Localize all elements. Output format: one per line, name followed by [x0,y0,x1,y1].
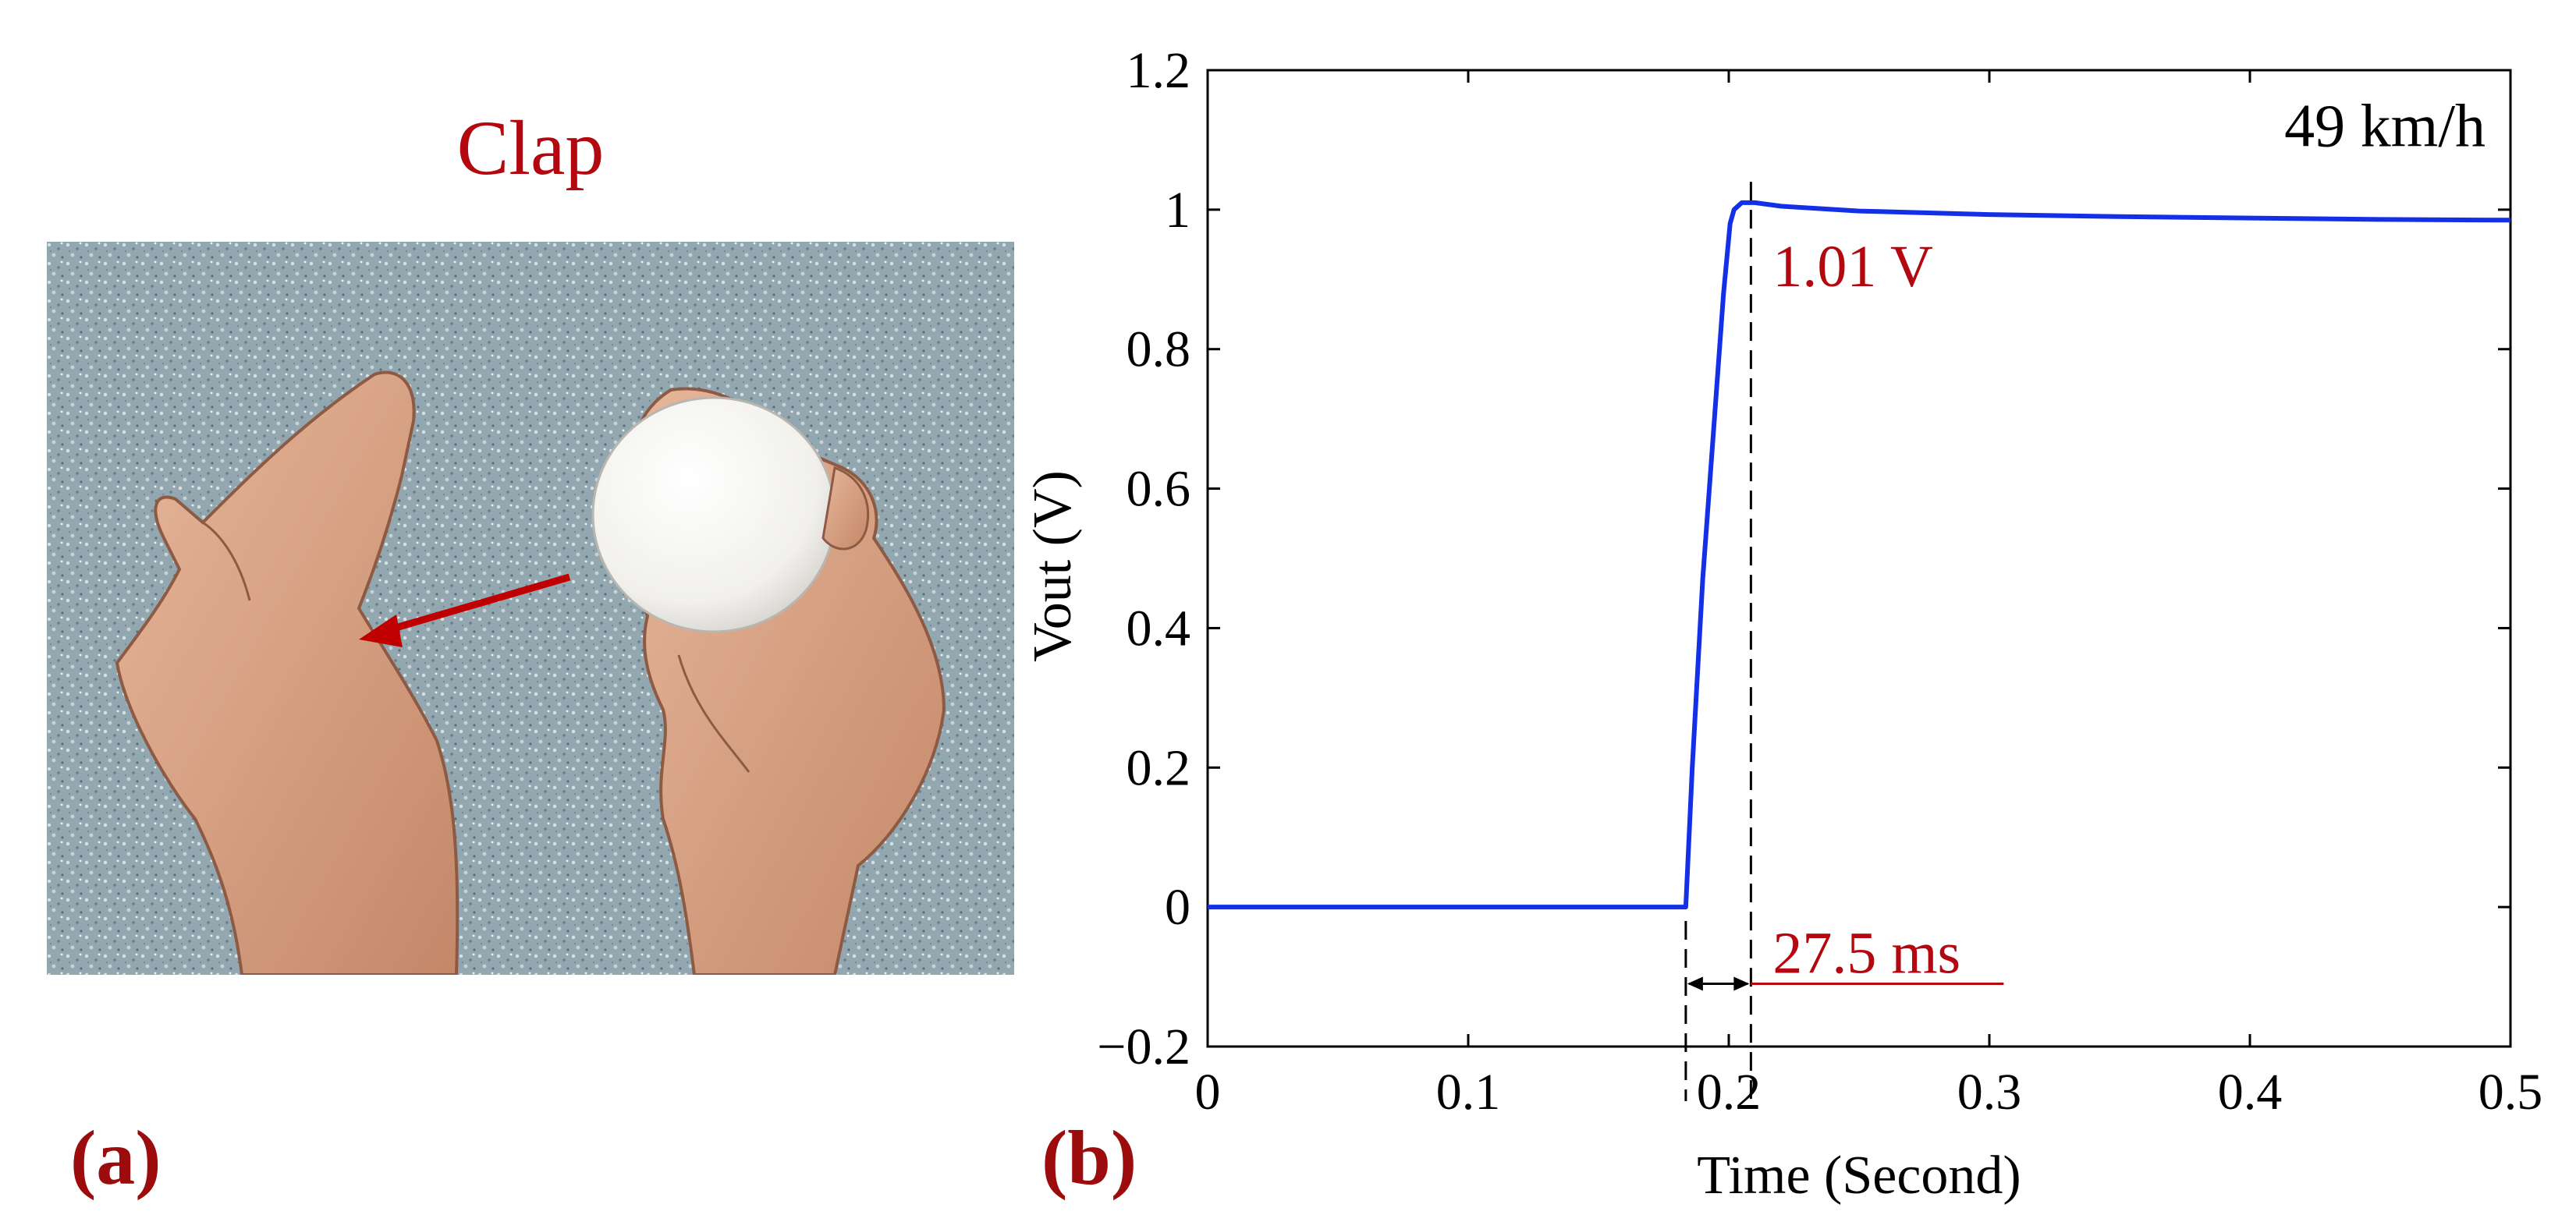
duration-arrowhead-left [1687,976,1703,991]
series-layer [1208,200,2511,910]
x-tick-label: 0 [1195,1064,1221,1121]
x-tick-label: 0.3 [1957,1064,2022,1121]
x-tick-label: 0.5 [2478,1064,2543,1121]
duration-label: 27.5 ms [1772,921,1960,986]
panel-b-label: (b) [1041,1114,1137,1201]
y-tick-label: 0.8 [1127,321,1191,378]
panel-a-label: (a) [70,1114,161,1201]
y-tick-label: 1.2 [1127,42,1191,99]
peak-label: 1.01 V [1772,234,1933,299]
speed-label: 49 km/h [2284,91,2486,159]
duration-arrowhead-right [1733,976,1750,991]
y-tick-label: 0 [1165,879,1190,936]
y-tick-label: −0.2 [1097,1018,1190,1075]
y-axis-label: Vout (V) [1023,470,1083,662]
x-tick-label: 0.1 [1436,1064,1501,1121]
annotation-layer: 27.5 ms 1.01 V 49 km/h [1684,91,2486,1101]
plot-frame [1206,69,2512,1048]
y-tick-label: 0.4 [1127,600,1191,657]
panel-a-title: Clap [456,104,605,191]
series-line [1208,200,2511,910]
hands-clapping-with-white-ball-photo-icon [47,242,1014,975]
y-tick-label: 0.2 [1127,739,1191,796]
axis-layer: 0 0.1 0.2 0.3 0.4 0.5−0.200.20.40.60.811.2Tim… [1023,42,2542,1206]
hands-clapping-photo [47,242,1014,975]
y-tick-label: 0.6 [1127,461,1191,518]
x-axis-label: Time (Second) [1697,1146,2021,1206]
x-tick-label: 0.4 [2218,1064,2283,1121]
y-tick-label: 1 [1165,182,1190,239]
